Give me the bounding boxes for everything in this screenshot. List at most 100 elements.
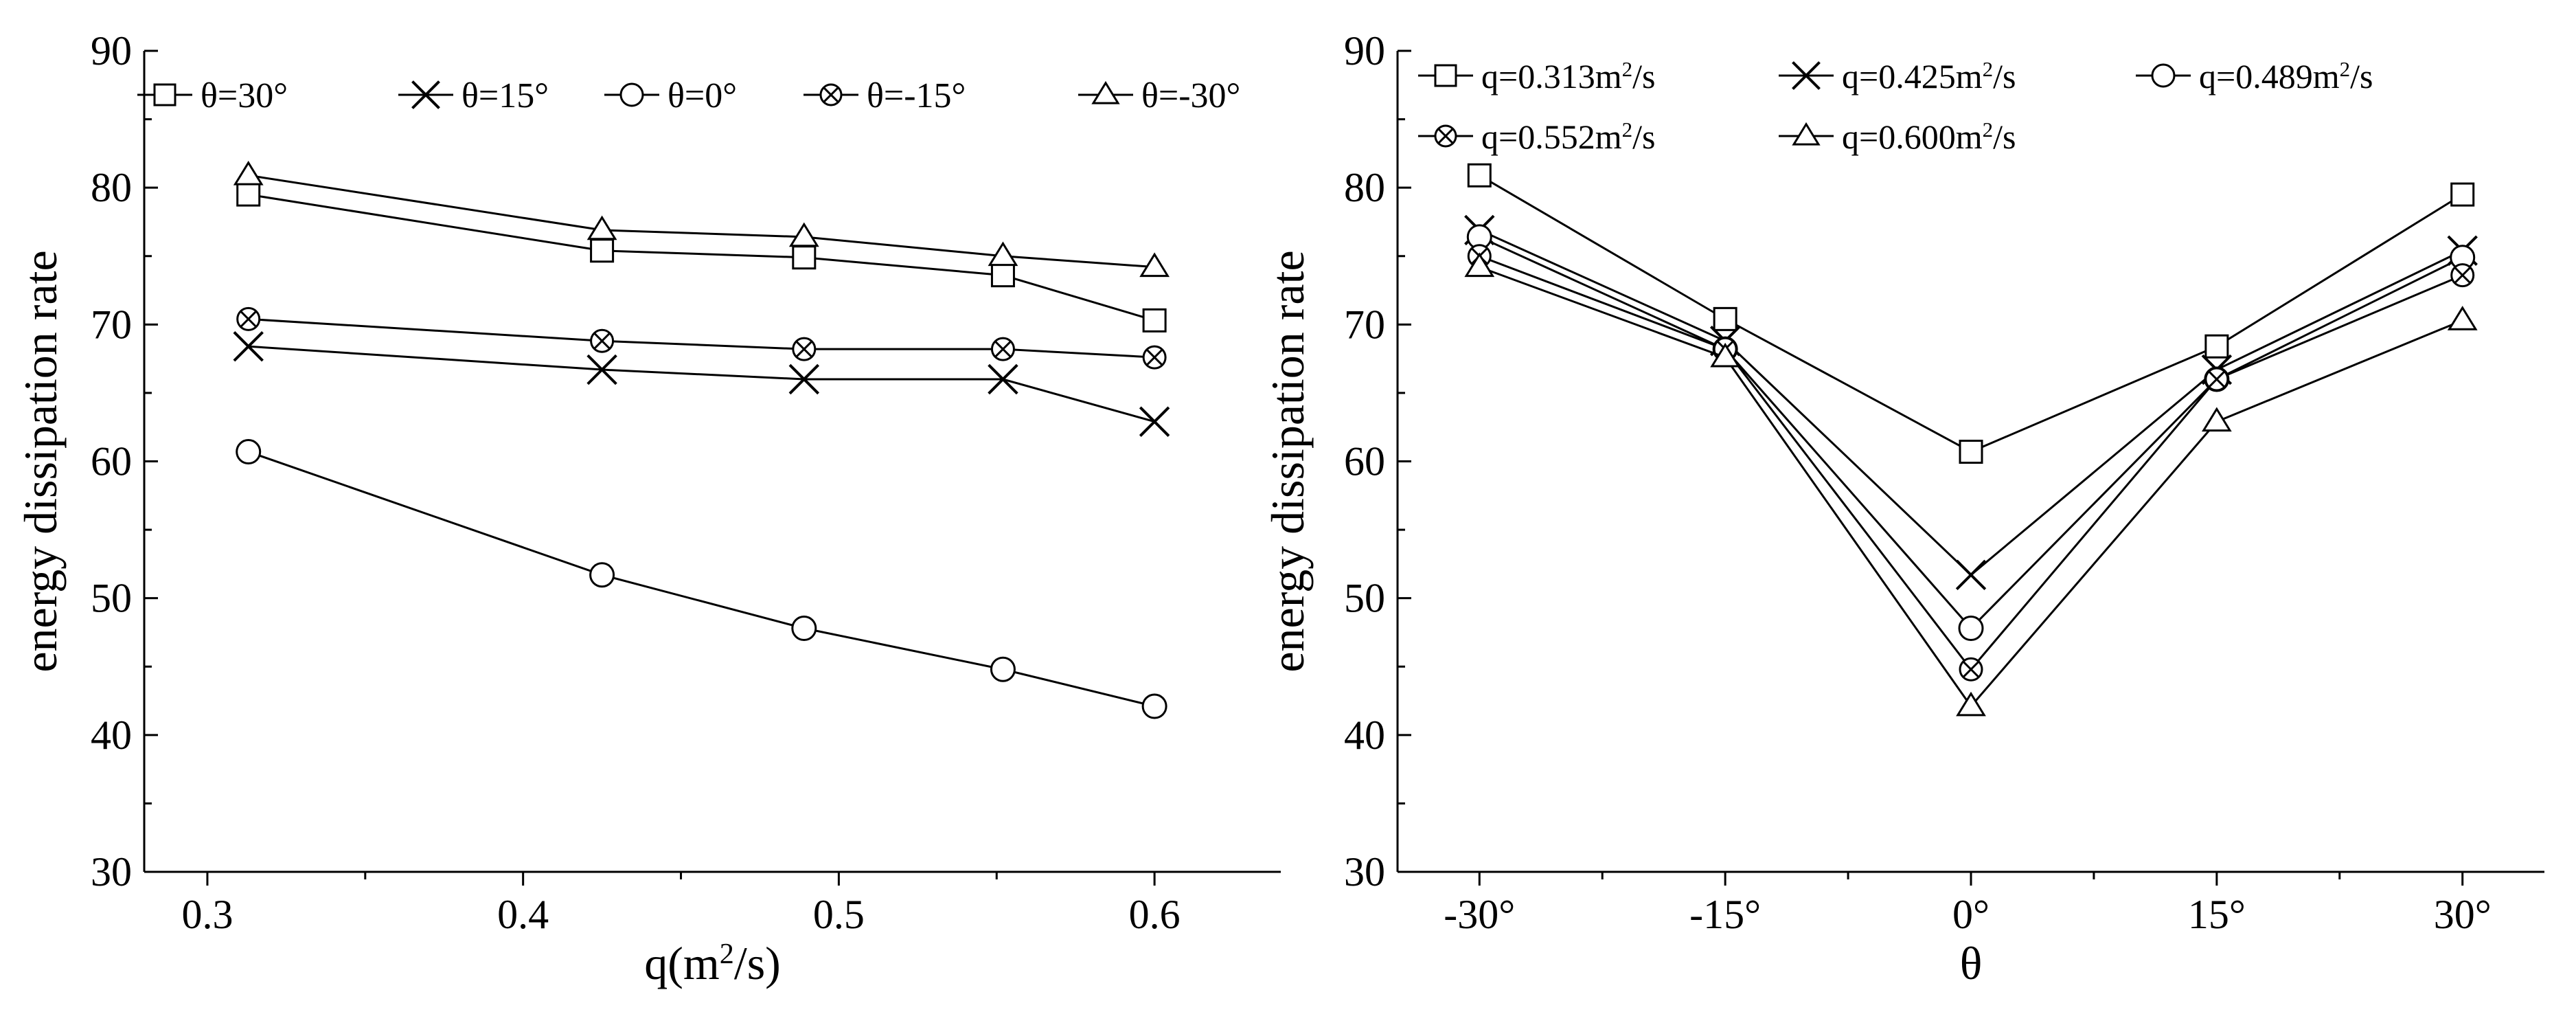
- series-line: [1479, 174, 2463, 453]
- data-point: [586, 215, 617, 240]
- series-2: [1464, 214, 2478, 591]
- legend-label: q=0.489m2/s: [2199, 57, 2373, 96]
- legend-item: q=0.313m2/s: [1418, 57, 1655, 96]
- data-point: [1958, 615, 1984, 641]
- series-1: [236, 182, 1167, 333]
- series-line: [248, 345, 1155, 423]
- data-point: [1713, 306, 1737, 331]
- series-5: [233, 160, 1170, 278]
- x-axis-label: q(m2/s): [644, 937, 781, 989]
- legend-label: q=0.425m2/s: [1842, 57, 2016, 96]
- data-point: [990, 656, 1016, 682]
- legend-marker: [619, 82, 644, 107]
- y-tick-label: 90: [91, 28, 132, 74]
- data-point: [590, 328, 615, 353]
- legend-item: q=0.552m2/s: [1418, 117, 1655, 156]
- x-tick-label: 0.6: [1129, 892, 1181, 937]
- data-point: [236, 182, 261, 207]
- y-tick-label: 30: [1344, 849, 1385, 895]
- data-point: [988, 241, 1018, 267]
- data-point: [1959, 657, 1983, 682]
- y-tick-label: 80: [91, 165, 132, 210]
- legend-item: θ=15°: [398, 76, 549, 115]
- data-point: [589, 562, 615, 588]
- legend-label: θ=30°: [201, 76, 288, 115]
- legend-label: q=0.600m2/s: [1842, 117, 2016, 157]
- data-point: [788, 222, 819, 247]
- legend-item: θ=-30°: [1078, 76, 1240, 115]
- y-tick-label: 30: [91, 849, 132, 895]
- x-tick-label: 0.3: [181, 892, 233, 937]
- data-point: [2204, 367, 2229, 392]
- series-5: [1464, 252, 2478, 717]
- legend-marker-cross: [1437, 128, 1454, 144]
- left-panel-q-chart: 30 40 50 60 70 80 90 0.3 0.4 0.5 0.6 q(m2/s) energy …: [14, 28, 1281, 989]
- data-point: [233, 330, 264, 362]
- legend-marker: [1792, 61, 1821, 90]
- series-line: [248, 317, 1155, 359]
- data-point: [2201, 407, 2232, 432]
- data-point: [792, 337, 817, 361]
- data-point: [988, 363, 1018, 395]
- legend-marker: [1091, 80, 1120, 104]
- legend-label: θ=15°: [461, 76, 549, 115]
- data-point: [1710, 342, 1741, 368]
- data-point: [1139, 252, 1170, 278]
- data-point: [236, 306, 261, 331]
- legend-label: θ=-30°: [1141, 76, 1240, 115]
- data-point: [1142, 308, 1167, 333]
- y-tick-label: 90: [1344, 28, 1385, 74]
- x-tick-label: 0.5: [813, 892, 865, 937]
- x-axis-label: θ: [1960, 937, 1983, 989]
- legend-marker: [1434, 64, 1457, 87]
- data-point-cross: [1145, 348, 1163, 366]
- series-1: [1467, 163, 2475, 464]
- data-point: [792, 245, 817, 270]
- legend-marker: [819, 83, 843, 106]
- legend-marker: [2151, 63, 2176, 88]
- x-tick-label: 15°: [2188, 892, 2246, 937]
- data-point-cross: [994, 340, 1012, 358]
- series-line: [248, 451, 1155, 708]
- legend-item: q=0.600m2/s: [1779, 117, 2016, 157]
- data-point: [1142, 345, 1167, 370]
- legend-marker-cross: [823, 87, 839, 103]
- x-tick-label: 30°: [2434, 892, 2492, 937]
- x-tick-label: -30°: [1444, 892, 1515, 937]
- legend-label: θ=0°: [668, 76, 737, 115]
- data-point: [1464, 252, 1495, 278]
- data-point: [791, 615, 817, 641]
- y-axis-label: energy dissipation rate: [1262, 250, 1314, 672]
- data-point-cross: [2454, 267, 2472, 284]
- y-tick-label: 50: [91, 576, 132, 621]
- data-point: [236, 439, 262, 465]
- data-point: [1956, 691, 1986, 717]
- legend-label: q=0.313m2/s: [1481, 57, 1655, 96]
- data-point: [1141, 693, 1167, 719]
- data-point-cross: [2208, 370, 2226, 388]
- y-tick-label: 70: [91, 302, 132, 347]
- y-tick-label: 50: [1344, 576, 1385, 621]
- data-point: [586, 354, 617, 385]
- legend-marker: [1792, 122, 1821, 146]
- legend-item: θ=-15°: [803, 76, 966, 115]
- y-axis-label: energy dissipation rate: [14, 250, 67, 672]
- x-tick-label: 0.4: [497, 892, 549, 937]
- data-point: [990, 263, 1015, 288]
- series-3: [1466, 224, 2476, 641]
- y-tick-label: 70: [1344, 302, 1385, 347]
- data-point: [1959, 440, 1983, 464]
- legend-label: θ=-15°: [867, 76, 966, 115]
- data-point: [590, 238, 615, 263]
- data-point: [1139, 406, 1170, 437]
- data-point-cross: [240, 310, 258, 328]
- series-3: [236, 439, 1167, 719]
- data-point: [1467, 163, 1492, 188]
- y-tick-label: 40: [1344, 712, 1385, 758]
- legend-item: θ=30°: [137, 76, 288, 115]
- data-point: [2450, 182, 2475, 207]
- legend-marker: [411, 80, 440, 109]
- data-point-cross: [795, 340, 813, 358]
- y-tick-label: 80: [1344, 165, 1385, 210]
